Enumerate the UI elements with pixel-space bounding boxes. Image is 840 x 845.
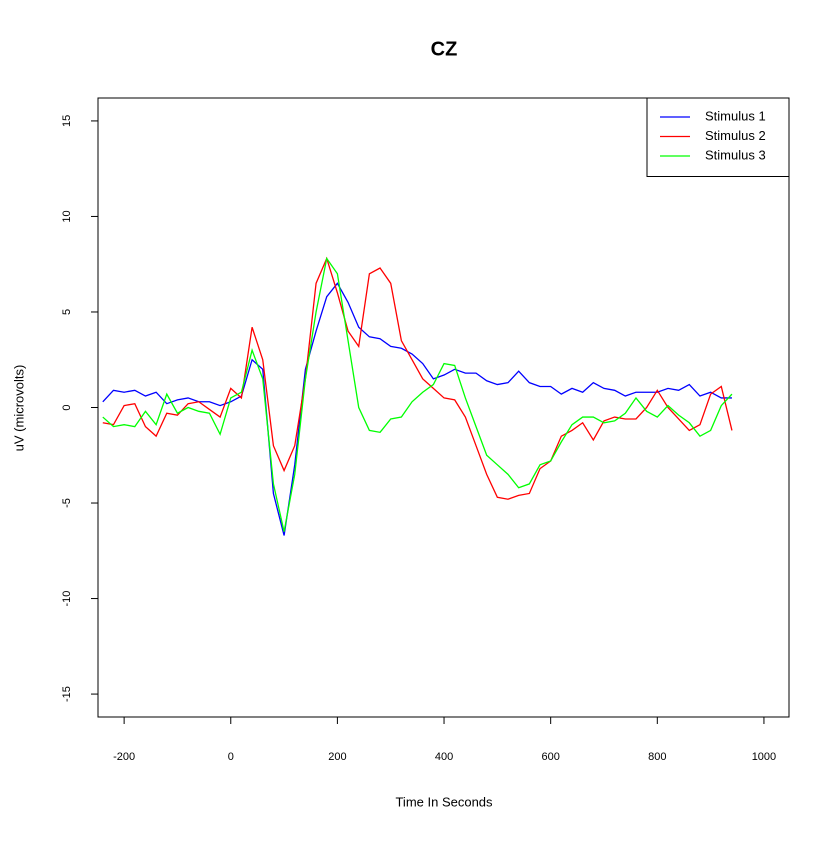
y-tick-label: 5 xyxy=(61,309,73,315)
x-tick-label: -200 xyxy=(113,751,135,763)
series-line xyxy=(102,256,733,500)
legend-label: Stimulus 1 xyxy=(705,108,766,123)
y-tick-label: -10 xyxy=(61,591,73,607)
x-tick-label: 1000 xyxy=(752,751,776,763)
y-tick-label: 0 xyxy=(61,404,73,410)
legend-box xyxy=(646,97,790,177)
series-line xyxy=(102,256,733,532)
y-tick-label: 10 xyxy=(61,210,73,222)
x-tick-label: 200 xyxy=(328,751,346,763)
series-line xyxy=(102,282,732,536)
y-tick-label: -15 xyxy=(61,686,73,702)
y-tick-label: 15 xyxy=(61,115,73,127)
legend-label: Stimulus 3 xyxy=(705,147,766,162)
y-tick-label: -5 xyxy=(61,498,73,508)
x-tick-label: 0 xyxy=(228,751,234,763)
x-axis-label: Time In Seconds xyxy=(395,794,493,809)
chart-title: CZ xyxy=(431,38,458,60)
x-tick-label: 600 xyxy=(541,751,559,763)
legend-label: Stimulus 2 xyxy=(705,128,766,143)
x-tick-label: 800 xyxy=(648,751,666,763)
y-axis-label: uV (microvolts) xyxy=(11,365,26,452)
plot-frame xyxy=(97,97,790,718)
x-tick-label: 400 xyxy=(435,751,453,763)
